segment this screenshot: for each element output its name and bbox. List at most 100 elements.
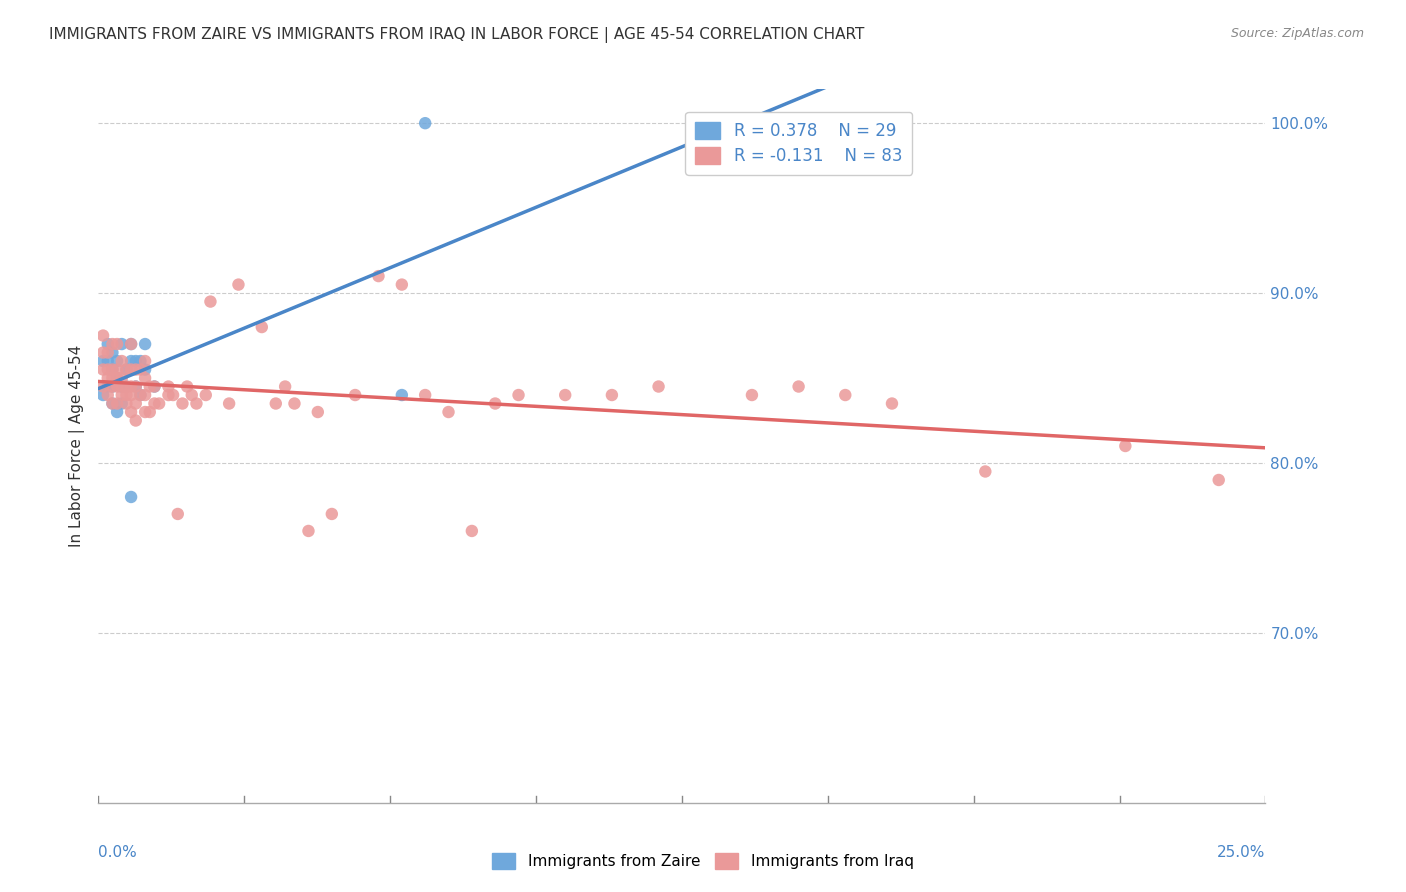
Point	[115, 396, 138, 410]
Point	[97, 388, 120, 402]
Point	[1208, 473, 1230, 487]
Point	[880, 396, 903, 410]
Point	[228, 277, 250, 292]
Point	[120, 337, 142, 351]
Point	[134, 354, 156, 368]
Point	[600, 388, 623, 402]
Point	[125, 379, 148, 393]
Point	[143, 396, 166, 410]
Point	[91, 328, 114, 343]
Point	[264, 396, 287, 410]
Point	[91, 345, 114, 359]
Point	[180, 388, 202, 402]
Point	[391, 388, 413, 402]
Point	[97, 337, 120, 351]
Point	[1114, 439, 1136, 453]
Legend: Immigrants from Zaire, Immigrants from Iraq: Immigrants from Zaire, Immigrants from I…	[486, 847, 920, 875]
Point	[787, 379, 810, 393]
Point	[176, 379, 198, 393]
Point	[321, 507, 343, 521]
Point	[101, 379, 124, 393]
Point	[115, 379, 138, 393]
Point	[129, 388, 152, 402]
Point	[134, 388, 156, 402]
Point	[111, 354, 134, 368]
Point	[554, 388, 576, 402]
Point	[91, 388, 114, 402]
Point	[111, 379, 134, 393]
Point	[120, 362, 142, 376]
Point	[974, 465, 997, 479]
Point	[461, 524, 484, 538]
Point	[101, 345, 124, 359]
Y-axis label: In Labor Force | Age 45-54: In Labor Force | Age 45-54	[69, 345, 84, 547]
Point	[148, 396, 170, 410]
Text: IMMIGRANTS FROM ZAIRE VS IMMIGRANTS FROM IRAQ IN LABOR FORCE | AGE 45-54 CORRELA: IMMIGRANTS FROM ZAIRE VS IMMIGRANTS FROM…	[49, 27, 865, 43]
Point	[134, 405, 156, 419]
Point	[105, 354, 128, 368]
Text: 0.0%: 0.0%	[98, 846, 138, 860]
Point	[741, 388, 763, 402]
Text: 25.0%: 25.0%	[1218, 846, 1265, 860]
Point	[101, 371, 124, 385]
Point	[143, 379, 166, 393]
Point	[283, 396, 305, 410]
Point	[105, 396, 128, 410]
Point	[101, 396, 124, 410]
Point	[115, 362, 138, 376]
Point	[105, 371, 128, 385]
Point	[143, 379, 166, 393]
Point	[274, 379, 297, 393]
Point	[834, 388, 856, 402]
Point	[97, 379, 120, 393]
Point	[139, 405, 162, 419]
Point	[125, 354, 148, 368]
Legend: R = 0.378    N = 29, R = -0.131    N = 83: R = 0.378 N = 29, R = -0.131 N = 83	[685, 112, 912, 175]
Point	[105, 362, 128, 376]
Point	[413, 116, 436, 130]
Point	[115, 379, 138, 393]
Point	[134, 337, 156, 351]
Point	[391, 277, 413, 292]
Point	[186, 396, 208, 410]
Point	[367, 269, 389, 284]
Point	[111, 337, 134, 351]
Point	[91, 354, 114, 368]
Point	[97, 362, 120, 376]
Point	[162, 388, 184, 402]
Text: Source: ZipAtlas.com: Source: ZipAtlas.com	[1230, 27, 1364, 40]
Point	[647, 379, 669, 393]
Point	[129, 388, 152, 402]
Point	[97, 371, 120, 385]
Point	[125, 362, 148, 376]
Point	[111, 371, 134, 385]
Point	[105, 405, 128, 419]
Point	[200, 294, 222, 309]
Point	[105, 371, 128, 385]
Point	[125, 379, 148, 393]
Point	[297, 524, 319, 538]
Point	[120, 405, 142, 419]
Point	[115, 362, 138, 376]
Point	[111, 396, 134, 410]
Point	[139, 379, 162, 393]
Point	[218, 396, 240, 410]
Point	[307, 405, 329, 419]
Point	[105, 379, 128, 393]
Point	[508, 388, 530, 402]
Point	[101, 362, 124, 376]
Point	[134, 371, 156, 385]
Point	[194, 388, 217, 402]
Point	[115, 388, 138, 402]
Point	[250, 320, 273, 334]
Point	[101, 396, 124, 410]
Point	[101, 362, 124, 376]
Point	[172, 396, 194, 410]
Point	[120, 379, 142, 393]
Point	[134, 362, 156, 376]
Point	[101, 379, 124, 393]
Point	[157, 379, 180, 393]
Point	[105, 337, 128, 351]
Point	[120, 388, 142, 402]
Point	[111, 388, 134, 402]
